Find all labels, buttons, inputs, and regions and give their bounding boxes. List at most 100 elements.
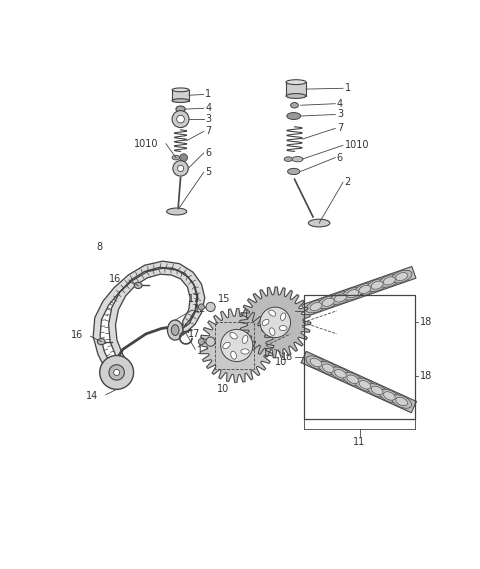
Ellipse shape bbox=[306, 356, 326, 369]
Text: 12: 12 bbox=[193, 304, 206, 314]
Circle shape bbox=[206, 337, 215, 347]
Ellipse shape bbox=[223, 343, 230, 349]
Bar bbox=[172, 90, 189, 101]
Text: 7: 7 bbox=[205, 126, 211, 137]
Circle shape bbox=[177, 116, 184, 123]
Circle shape bbox=[172, 110, 189, 127]
Ellipse shape bbox=[367, 384, 387, 397]
Ellipse shape bbox=[355, 378, 375, 391]
Ellipse shape bbox=[310, 303, 322, 311]
Text: 16: 16 bbox=[109, 274, 121, 284]
Ellipse shape bbox=[335, 369, 346, 378]
Ellipse shape bbox=[347, 290, 359, 298]
Ellipse shape bbox=[176, 106, 185, 112]
Ellipse shape bbox=[330, 292, 351, 304]
Circle shape bbox=[100, 356, 133, 389]
Ellipse shape bbox=[384, 391, 395, 400]
Polygon shape bbox=[200, 308, 274, 382]
Ellipse shape bbox=[367, 279, 387, 291]
Text: 4: 4 bbox=[205, 104, 211, 113]
Circle shape bbox=[180, 154, 188, 162]
Ellipse shape bbox=[286, 80, 306, 85]
Ellipse shape bbox=[168, 320, 183, 340]
Circle shape bbox=[206, 302, 215, 312]
Circle shape bbox=[198, 339, 204, 345]
Ellipse shape bbox=[279, 325, 287, 331]
Ellipse shape bbox=[230, 332, 237, 339]
Text: 17: 17 bbox=[188, 294, 201, 304]
Ellipse shape bbox=[343, 373, 363, 386]
Ellipse shape bbox=[270, 328, 275, 335]
Text: 13: 13 bbox=[197, 346, 209, 356]
Ellipse shape bbox=[392, 395, 412, 408]
Ellipse shape bbox=[280, 313, 286, 320]
Text: 6: 6 bbox=[205, 148, 211, 158]
Text: 10: 10 bbox=[217, 384, 229, 394]
Ellipse shape bbox=[172, 155, 180, 160]
Circle shape bbox=[178, 166, 184, 171]
Ellipse shape bbox=[347, 375, 359, 384]
Ellipse shape bbox=[379, 389, 399, 403]
Text: 18: 18 bbox=[420, 318, 432, 327]
Ellipse shape bbox=[134, 282, 142, 288]
Ellipse shape bbox=[384, 277, 396, 285]
Circle shape bbox=[109, 365, 124, 380]
Text: 15: 15 bbox=[218, 294, 231, 304]
Text: 1: 1 bbox=[205, 89, 211, 100]
Ellipse shape bbox=[355, 283, 375, 296]
Ellipse shape bbox=[291, 102, 299, 108]
Ellipse shape bbox=[287, 113, 300, 119]
Circle shape bbox=[173, 160, 188, 176]
Ellipse shape bbox=[396, 273, 408, 281]
Ellipse shape bbox=[286, 93, 306, 98]
Text: 1010: 1010 bbox=[134, 139, 158, 149]
Text: 18: 18 bbox=[420, 372, 432, 381]
Text: 16: 16 bbox=[71, 331, 83, 340]
Ellipse shape bbox=[310, 358, 322, 367]
Ellipse shape bbox=[335, 294, 347, 302]
Text: 7: 7 bbox=[337, 123, 343, 133]
Ellipse shape bbox=[308, 219, 330, 227]
Ellipse shape bbox=[318, 361, 338, 375]
Circle shape bbox=[260, 307, 290, 337]
Ellipse shape bbox=[262, 319, 269, 325]
Text: 17: 17 bbox=[188, 329, 201, 339]
Text: 18: 18 bbox=[281, 306, 293, 316]
Ellipse shape bbox=[288, 168, 300, 175]
Text: 15: 15 bbox=[218, 329, 231, 339]
Text: 5: 5 bbox=[205, 167, 211, 177]
Text: 1010: 1010 bbox=[345, 141, 369, 150]
Ellipse shape bbox=[172, 99, 189, 102]
Circle shape bbox=[198, 304, 204, 310]
Ellipse shape bbox=[322, 298, 334, 306]
Ellipse shape bbox=[292, 156, 303, 162]
Text: 9: 9 bbox=[359, 287, 365, 296]
Ellipse shape bbox=[167, 208, 187, 215]
Text: 10: 10 bbox=[276, 357, 288, 368]
Polygon shape bbox=[301, 352, 417, 413]
Polygon shape bbox=[240, 287, 311, 358]
Ellipse shape bbox=[379, 275, 400, 287]
Ellipse shape bbox=[359, 381, 371, 389]
Polygon shape bbox=[302, 266, 416, 316]
Text: 3: 3 bbox=[337, 109, 343, 119]
Ellipse shape bbox=[372, 386, 383, 395]
Text: 3: 3 bbox=[205, 114, 211, 124]
Ellipse shape bbox=[391, 270, 412, 283]
Ellipse shape bbox=[97, 339, 105, 345]
Bar bbox=[286, 82, 306, 96]
Text: 2: 2 bbox=[345, 177, 351, 187]
Ellipse shape bbox=[242, 336, 248, 344]
Ellipse shape bbox=[171, 325, 179, 336]
Ellipse shape bbox=[172, 88, 189, 92]
Ellipse shape bbox=[306, 300, 326, 313]
Ellipse shape bbox=[241, 349, 249, 354]
Text: 11: 11 bbox=[353, 437, 366, 447]
Bar bbox=[215, 323, 254, 369]
Ellipse shape bbox=[330, 367, 350, 381]
Ellipse shape bbox=[342, 287, 363, 300]
Bar bbox=[304, 295, 415, 419]
Text: 14: 14 bbox=[86, 391, 98, 401]
Ellipse shape bbox=[371, 281, 383, 289]
Text: 6: 6 bbox=[337, 152, 343, 163]
